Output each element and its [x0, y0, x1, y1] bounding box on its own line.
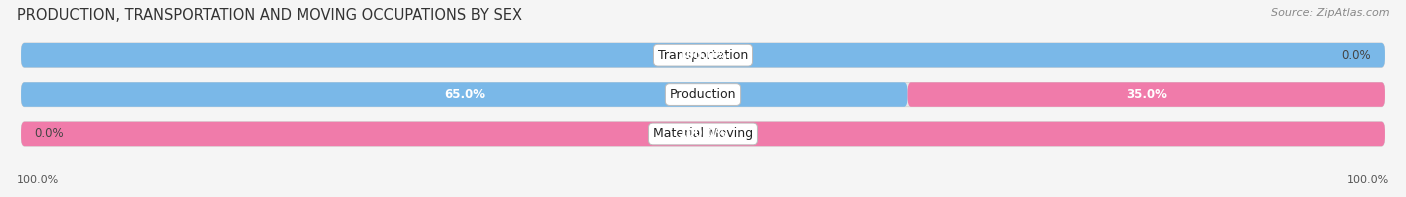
Text: 100.0%: 100.0%: [1347, 175, 1389, 185]
Text: 100.0%: 100.0%: [679, 49, 727, 62]
Text: 0.0%: 0.0%: [1341, 49, 1371, 62]
Text: Source: ZipAtlas.com: Source: ZipAtlas.com: [1271, 8, 1389, 18]
FancyBboxPatch shape: [21, 122, 1385, 146]
FancyBboxPatch shape: [21, 82, 908, 107]
Text: Production: Production: [669, 88, 737, 101]
Text: 35.0%: 35.0%: [1126, 88, 1167, 101]
Text: 100.0%: 100.0%: [17, 175, 59, 185]
FancyBboxPatch shape: [21, 43, 1385, 67]
FancyBboxPatch shape: [21, 122, 1385, 146]
FancyBboxPatch shape: [21, 82, 1385, 107]
Text: 65.0%: 65.0%: [444, 88, 485, 101]
Text: PRODUCTION, TRANSPORTATION AND MOVING OCCUPATIONS BY SEX: PRODUCTION, TRANSPORTATION AND MOVING OC…: [17, 8, 522, 23]
FancyBboxPatch shape: [908, 82, 1385, 107]
Text: 100.0%: 100.0%: [679, 127, 727, 140]
Text: Material Moving: Material Moving: [652, 127, 754, 140]
Text: 0.0%: 0.0%: [35, 127, 65, 140]
FancyBboxPatch shape: [21, 43, 1385, 67]
Text: Transportation: Transportation: [658, 49, 748, 62]
